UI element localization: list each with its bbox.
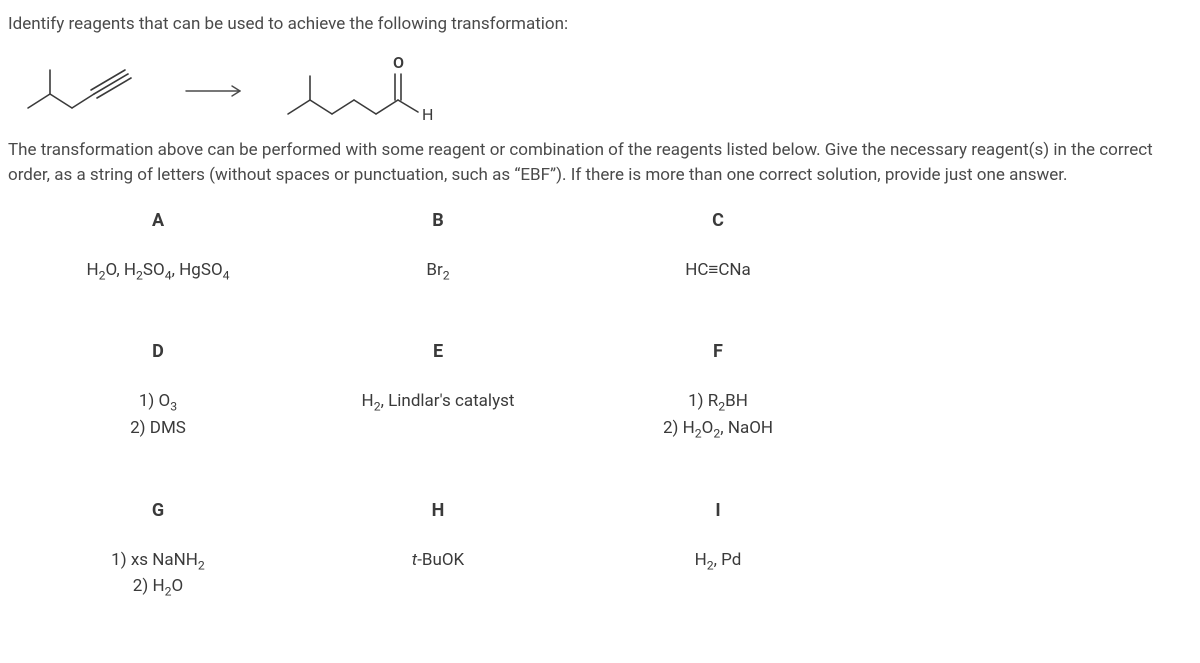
- reagent-formula-a: H2O, H2SO4, HgSO4: [18, 258, 298, 285]
- reagent-cell-e: E H2, Lindlar's catalyst: [298, 338, 578, 442]
- reaction-arrow: [182, 81, 252, 101]
- reagent-formula-c: HC≡CNa: [578, 258, 858, 284]
- reagent-formula-g: 1) xs NaNH22) H2O: [18, 548, 298, 601]
- reagent-formula-i: H2, Pd: [578, 548, 858, 575]
- reagent-formula-e: H2, Lindlar's catalyst: [298, 389, 578, 416]
- reagent-letter-b: B: [298, 207, 578, 234]
- reagent-cell-g: G 1) xs NaNH22) H2O: [18, 497, 298, 601]
- reagent-cell-c: C HC≡CNa: [578, 207, 858, 285]
- reagent-grid: A H2O, H2SO4, HgSO4 B Br2 C HC≡CNa D 1) …: [18, 207, 1192, 602]
- reaction-scheme: O H: [18, 46, 1192, 136]
- question-prompt: Identify reagents that can be used to ac…: [8, 12, 1192, 38]
- reagent-letter-g: G: [18, 497, 298, 524]
- reagent-cell-a: A H2O, H2SO4, HgSO4: [18, 207, 298, 285]
- reagent-letter-e: E: [298, 338, 578, 365]
- reagent-cell-b: B Br2: [298, 207, 578, 285]
- reagent-formula-h: t-BuOK: [298, 548, 578, 574]
- reagent-formula-f: 1) R2BH2) H2O2, NaOH: [578, 389, 858, 442]
- reagent-letter-d: D: [18, 338, 298, 365]
- reagent-letter-i: I: [578, 497, 858, 524]
- reagent-formula-b: Br2: [298, 258, 578, 285]
- reagent-letter-h: H: [298, 497, 578, 524]
- reagent-cell-f: F 1) R2BH2) H2O2, NaOH: [578, 338, 858, 442]
- instructions-text: The transformation above can be performe…: [8, 138, 1192, 189]
- oxygen-label: O: [393, 53, 404, 72]
- reagent-letter-a: A: [18, 207, 298, 234]
- reagent-letter-f: F: [578, 338, 858, 365]
- product-structure: O H: [276, 46, 456, 136]
- reagent-letter-c: C: [578, 207, 858, 234]
- reagent-cell-i: I H2, Pd: [578, 497, 858, 601]
- reagent-formula-d: 1) O32) DMS: [18, 389, 298, 441]
- aldehyde-h-label: H: [422, 105, 433, 124]
- reagent-cell-d: D 1) O32) DMS: [18, 338, 298, 442]
- starting-material-structure: [18, 56, 158, 126]
- reagent-cell-h: H t-BuOK: [298, 497, 578, 601]
